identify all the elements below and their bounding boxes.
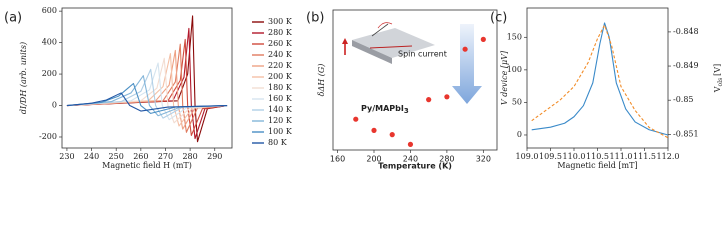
plot-frame (61, 7, 233, 149)
y2-label-sub: ols (717, 78, 724, 87)
panel-label: (a) (4, 11, 22, 26)
y-tick-label: 0 (52, 101, 57, 110)
plot-frame (332, 9, 498, 151)
data-line (66, 75, 228, 117)
x-tick-label: 260 (133, 152, 148, 161)
data-line (66, 82, 228, 114)
y-tick-label: 200 (42, 69, 57, 78)
x-tick-label: 280 (182, 152, 197, 161)
legend-label: 240 K (268, 50, 293, 59)
legend-label: 80 K (268, 138, 288, 147)
data-point (426, 97, 432, 103)
x-tick-label: 270 (158, 152, 173, 161)
data-point (371, 127, 377, 133)
data-point (444, 94, 450, 100)
legend-label: 200 K (268, 72, 293, 81)
data-line (66, 49, 228, 130)
data-line (66, 53, 228, 127)
y-tick-label: 400 (42, 38, 57, 47)
x-tick-label: 320 (476, 155, 491, 164)
x-tick-label: 230 (59, 152, 74, 161)
x-tick-label: 240 (403, 155, 418, 164)
data-line (66, 62, 228, 121)
data-point (389, 132, 395, 138)
x-tick-label: 110.5 (586, 152, 609, 161)
data-line (66, 38, 228, 136)
figure: (a) 230 240 250 260 270 280 290 -200 0 200 400 600 Ma… (4, 6, 724, 171)
y-tick-label: 600 (42, 6, 57, 15)
legend-label: 180 K (268, 83, 293, 92)
x-tick-label: 290 (207, 152, 222, 161)
x-tick-label: 109.5 (539, 152, 562, 161)
y-tick-label: 50 (512, 97, 522, 106)
data-line (531, 24, 669, 139)
y2-axis-label: Vols [V] (713, 64, 724, 93)
x-tick-label: 111.5 (633, 152, 656, 161)
inset-label-sub: 3 (404, 107, 409, 115)
page: {"chart_data": [ {"type": "line", "label… (4, 6, 724, 171)
y-axis-label: δΔH (G) (317, 64, 326, 97)
y2-label-unit: [V] (713, 64, 722, 76)
legend-label: 160 K (268, 94, 293, 103)
y2-tick-label: -0.851 (673, 129, 699, 138)
data-line (66, 57, 228, 124)
x-tick-label: 250 (109, 152, 124, 161)
data-line (66, 68, 228, 119)
legend-label: 260 K (268, 39, 293, 48)
data-point (407, 141, 414, 147)
y-tick-label: -200 (39, 132, 57, 141)
legend-label: 100 K (268, 127, 293, 136)
y-axis-label: dI/DH (arb. units) (19, 42, 28, 114)
data-point (353, 116, 359, 122)
y-tick-label: 150 (507, 32, 522, 41)
legend-label: 280 K (268, 28, 293, 37)
inset-label-main: Py/MAPbI (361, 104, 404, 113)
inset-illustration (342, 22, 482, 104)
x-tick-label: 111.0 (610, 152, 633, 161)
inset-label: Py/MAPbI3 (361, 104, 409, 116)
y2-tick-label: -0.849 (673, 61, 699, 70)
x-tick-label: 280 (439, 155, 454, 164)
data-line (66, 15, 228, 143)
legend-label: 300 K (268, 17, 293, 26)
data-line (531, 22, 669, 136)
x-axis-label: Temperature (K) (378, 162, 452, 171)
data-line (66, 92, 228, 112)
x-tick-label: 109.0 (516, 152, 539, 161)
legend-label: 140 K (268, 105, 293, 114)
data-line (66, 43, 228, 133)
y2-tick-label: -0.85 (673, 95, 694, 104)
x-axis-label: Magnetic field [mT] (557, 161, 637, 170)
data-line (66, 27, 228, 140)
x-tick-label: 112.0 (657, 152, 680, 161)
inset-note: Spin current (398, 50, 447, 59)
legend-label: 220 K (268, 61, 293, 70)
data-point (480, 36, 486, 43)
panel-label: (b) (306, 11, 324, 26)
y2-label-main: V (713, 86, 722, 93)
data-point (462, 46, 468, 52)
x-tick-label: 110.0 (563, 152, 586, 161)
y-tick-label: 100 (507, 65, 522, 74)
y2-tick-label: -0.848 (673, 27, 699, 36)
x-tick-label: 240 (84, 152, 99, 161)
y-axis-label: V device [μV] (500, 50, 509, 105)
y-tick-label: 0 (517, 130, 522, 139)
legend-label: 120 K (268, 116, 293, 125)
x-axis-label: Magnetic field H (mT) (102, 161, 192, 170)
x-tick-label: 200 (366, 155, 381, 164)
panel-label: (c) (490, 11, 507, 26)
x-tick-label: 160 (330, 155, 345, 164)
